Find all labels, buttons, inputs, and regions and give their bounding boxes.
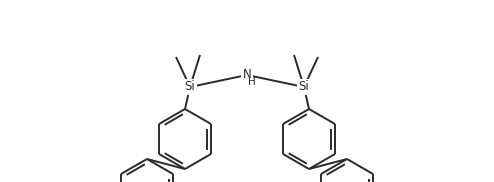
Text: H: H (248, 77, 256, 87)
Text: N: N (243, 68, 251, 82)
Text: Si: Si (185, 80, 195, 94)
Text: Si: Si (299, 80, 309, 94)
